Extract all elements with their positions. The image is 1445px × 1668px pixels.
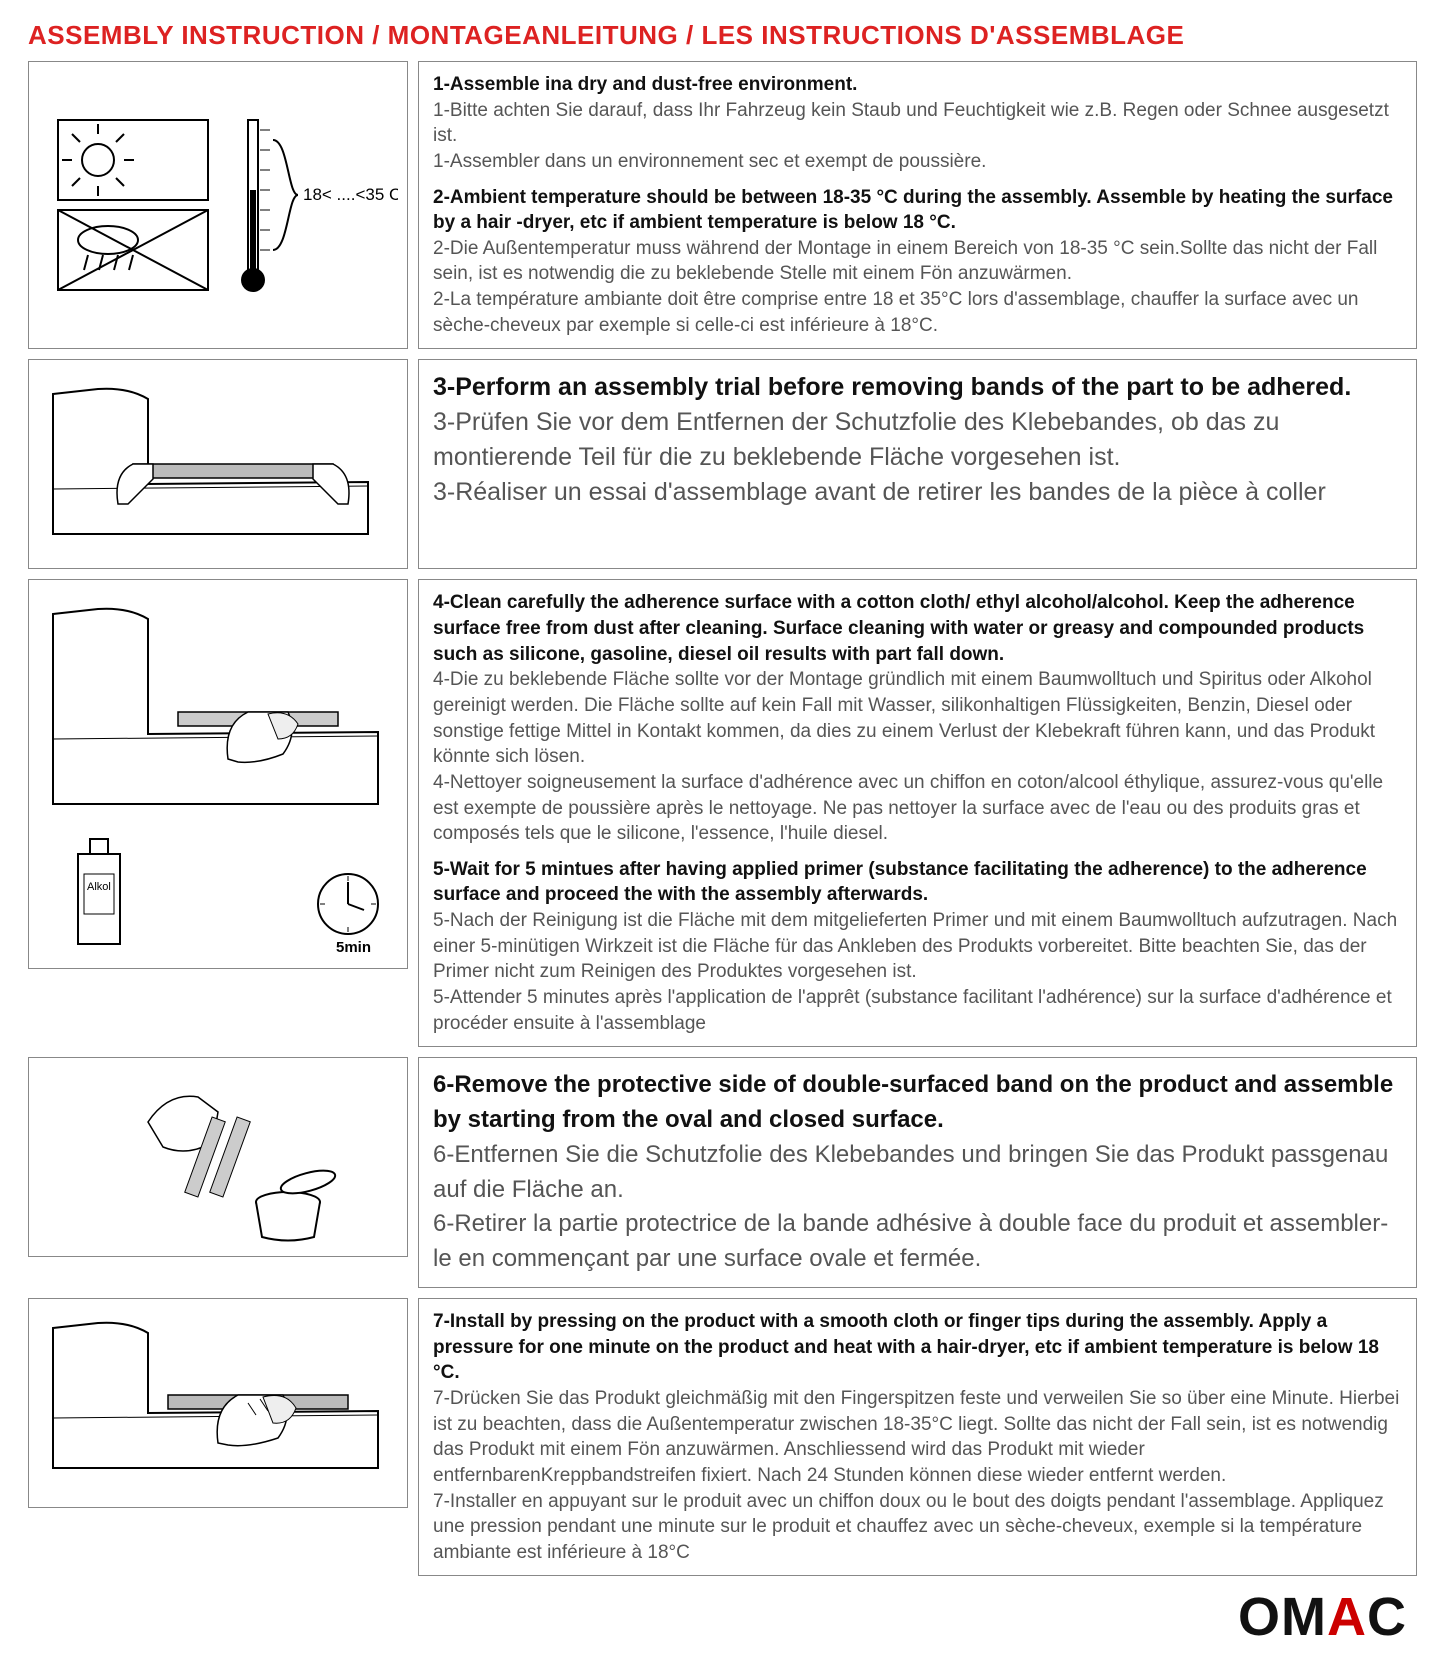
logo-letter-o: O: [1238, 1587, 1281, 1647]
step-text-3: 4-Clean carefully the adherence surface …: [418, 579, 1417, 1047]
instruction-line-primary: 2-Ambient temperature should be between …: [433, 185, 1402, 236]
instruction-line-translation: 2-Die Außentemperatur muss während der M…: [433, 236, 1402, 287]
step-row-2: 3-Perform an assembly trial before remov…: [28, 359, 1417, 569]
instruction-line-translation: 6-Retirer la partie protectrice de la ba…: [433, 1207, 1402, 1277]
step-text-1: 1-Assemble ina dry and dust-free environ…: [418, 61, 1417, 349]
instruction-line-primary: 4-Clean carefully the adherence surface …: [433, 590, 1402, 667]
instruction-line-translation: 4-Die zu beklebende Fläche sollte vor de…: [433, 667, 1402, 770]
instruction-line-primary: 5-Wait for 5 mintues after having applie…: [433, 857, 1402, 908]
temp-range-label: 18< ....<35 C: [303, 185, 398, 204]
instruction-line-translation: 7-Drücken Sie das Produkt gleichmäßig mi…: [433, 1386, 1402, 1489]
step-row-5: 7-Install by pressing on the product wit…: [28, 1298, 1417, 1576]
brand-logo-row: OMAC: [28, 1586, 1417, 1648]
step-row-1: 18< ....<35 C 1-Assemble ina dry and dus…: [28, 61, 1417, 349]
clock-label: 5min: [336, 939, 371, 956]
logo-letter-a: A: [1327, 1587, 1367, 1647]
step-text-5: 7-Install by pressing on the product wit…: [418, 1298, 1417, 1576]
step-row-3: Alkol 5min 4-Clean carefully the adheren…: [28, 579, 1417, 1047]
step-text-2: 3-Perform an assembly trial before remov…: [418, 359, 1417, 569]
instruction-line-translation: 5-Nach der Reinigung ist die Fläche mit …: [433, 908, 1402, 985]
instruction-line-translation: 3-Réaliser un essai d'assemblage avant d…: [433, 475, 1402, 510]
diagram-clean-surface: Alkol 5min: [28, 579, 408, 969]
step-row-4: 6-Remove the protective side of double-s…: [28, 1057, 1417, 1288]
instruction-line-translation: 1-Assembler dans un environnement sec et…: [433, 149, 1402, 175]
instruction-line-primary: 3-Perform an assembly trial before remov…: [433, 370, 1402, 405]
instruction-line-primary: 1-Assemble ina dry and dust-free environ…: [433, 72, 1402, 98]
instruction-line-translation: 6-Entfernen Sie die Schutzfolie des Kleb…: [433, 1138, 1402, 1208]
bottle-label: Alkol: [87, 881, 111, 893]
instruction-line-translation: 1-Bitte achten Sie darauf, dass Ihr Fahr…: [433, 98, 1402, 149]
instruction-line-translation: [433, 175, 1402, 185]
instruction-line-translation: 7-Installer en appuyant sur le produit a…: [433, 1489, 1402, 1566]
page-title: ASSEMBLY INSTRUCTION / MONTAGEANLEITUNG …: [28, 20, 1417, 51]
diagram-press-install: [28, 1298, 408, 1508]
instruction-line-translation: 4-Nettoyer soigneusement la surface d'ad…: [433, 770, 1402, 847]
diagram-remove-backing: [28, 1057, 408, 1257]
instruction-line-translation: 5-Attender 5 minutes après l'application…: [433, 985, 1402, 1036]
diagram-temperature: 18< ....<35 C: [28, 61, 408, 349]
step-text-4: 6-Remove the protective side of double-s…: [418, 1057, 1417, 1288]
instruction-line-translation: 2-La température ambiante doit être comp…: [433, 287, 1402, 338]
diagram-trial-fit: [28, 359, 408, 569]
brand-logo: OMAC: [1238, 1586, 1407, 1648]
instruction-line-primary: 7-Install by pressing on the product wit…: [433, 1309, 1402, 1386]
logo-letter-m: M: [1281, 1587, 1327, 1647]
logo-letter-c: C: [1367, 1587, 1407, 1647]
instruction-line-primary: 6-Remove the protective side of double-s…: [433, 1068, 1402, 1138]
instruction-line-translation: [433, 847, 1402, 857]
instruction-line-translation: 3-Prüfen Sie vor dem Entfernen der Schut…: [433, 405, 1402, 475]
